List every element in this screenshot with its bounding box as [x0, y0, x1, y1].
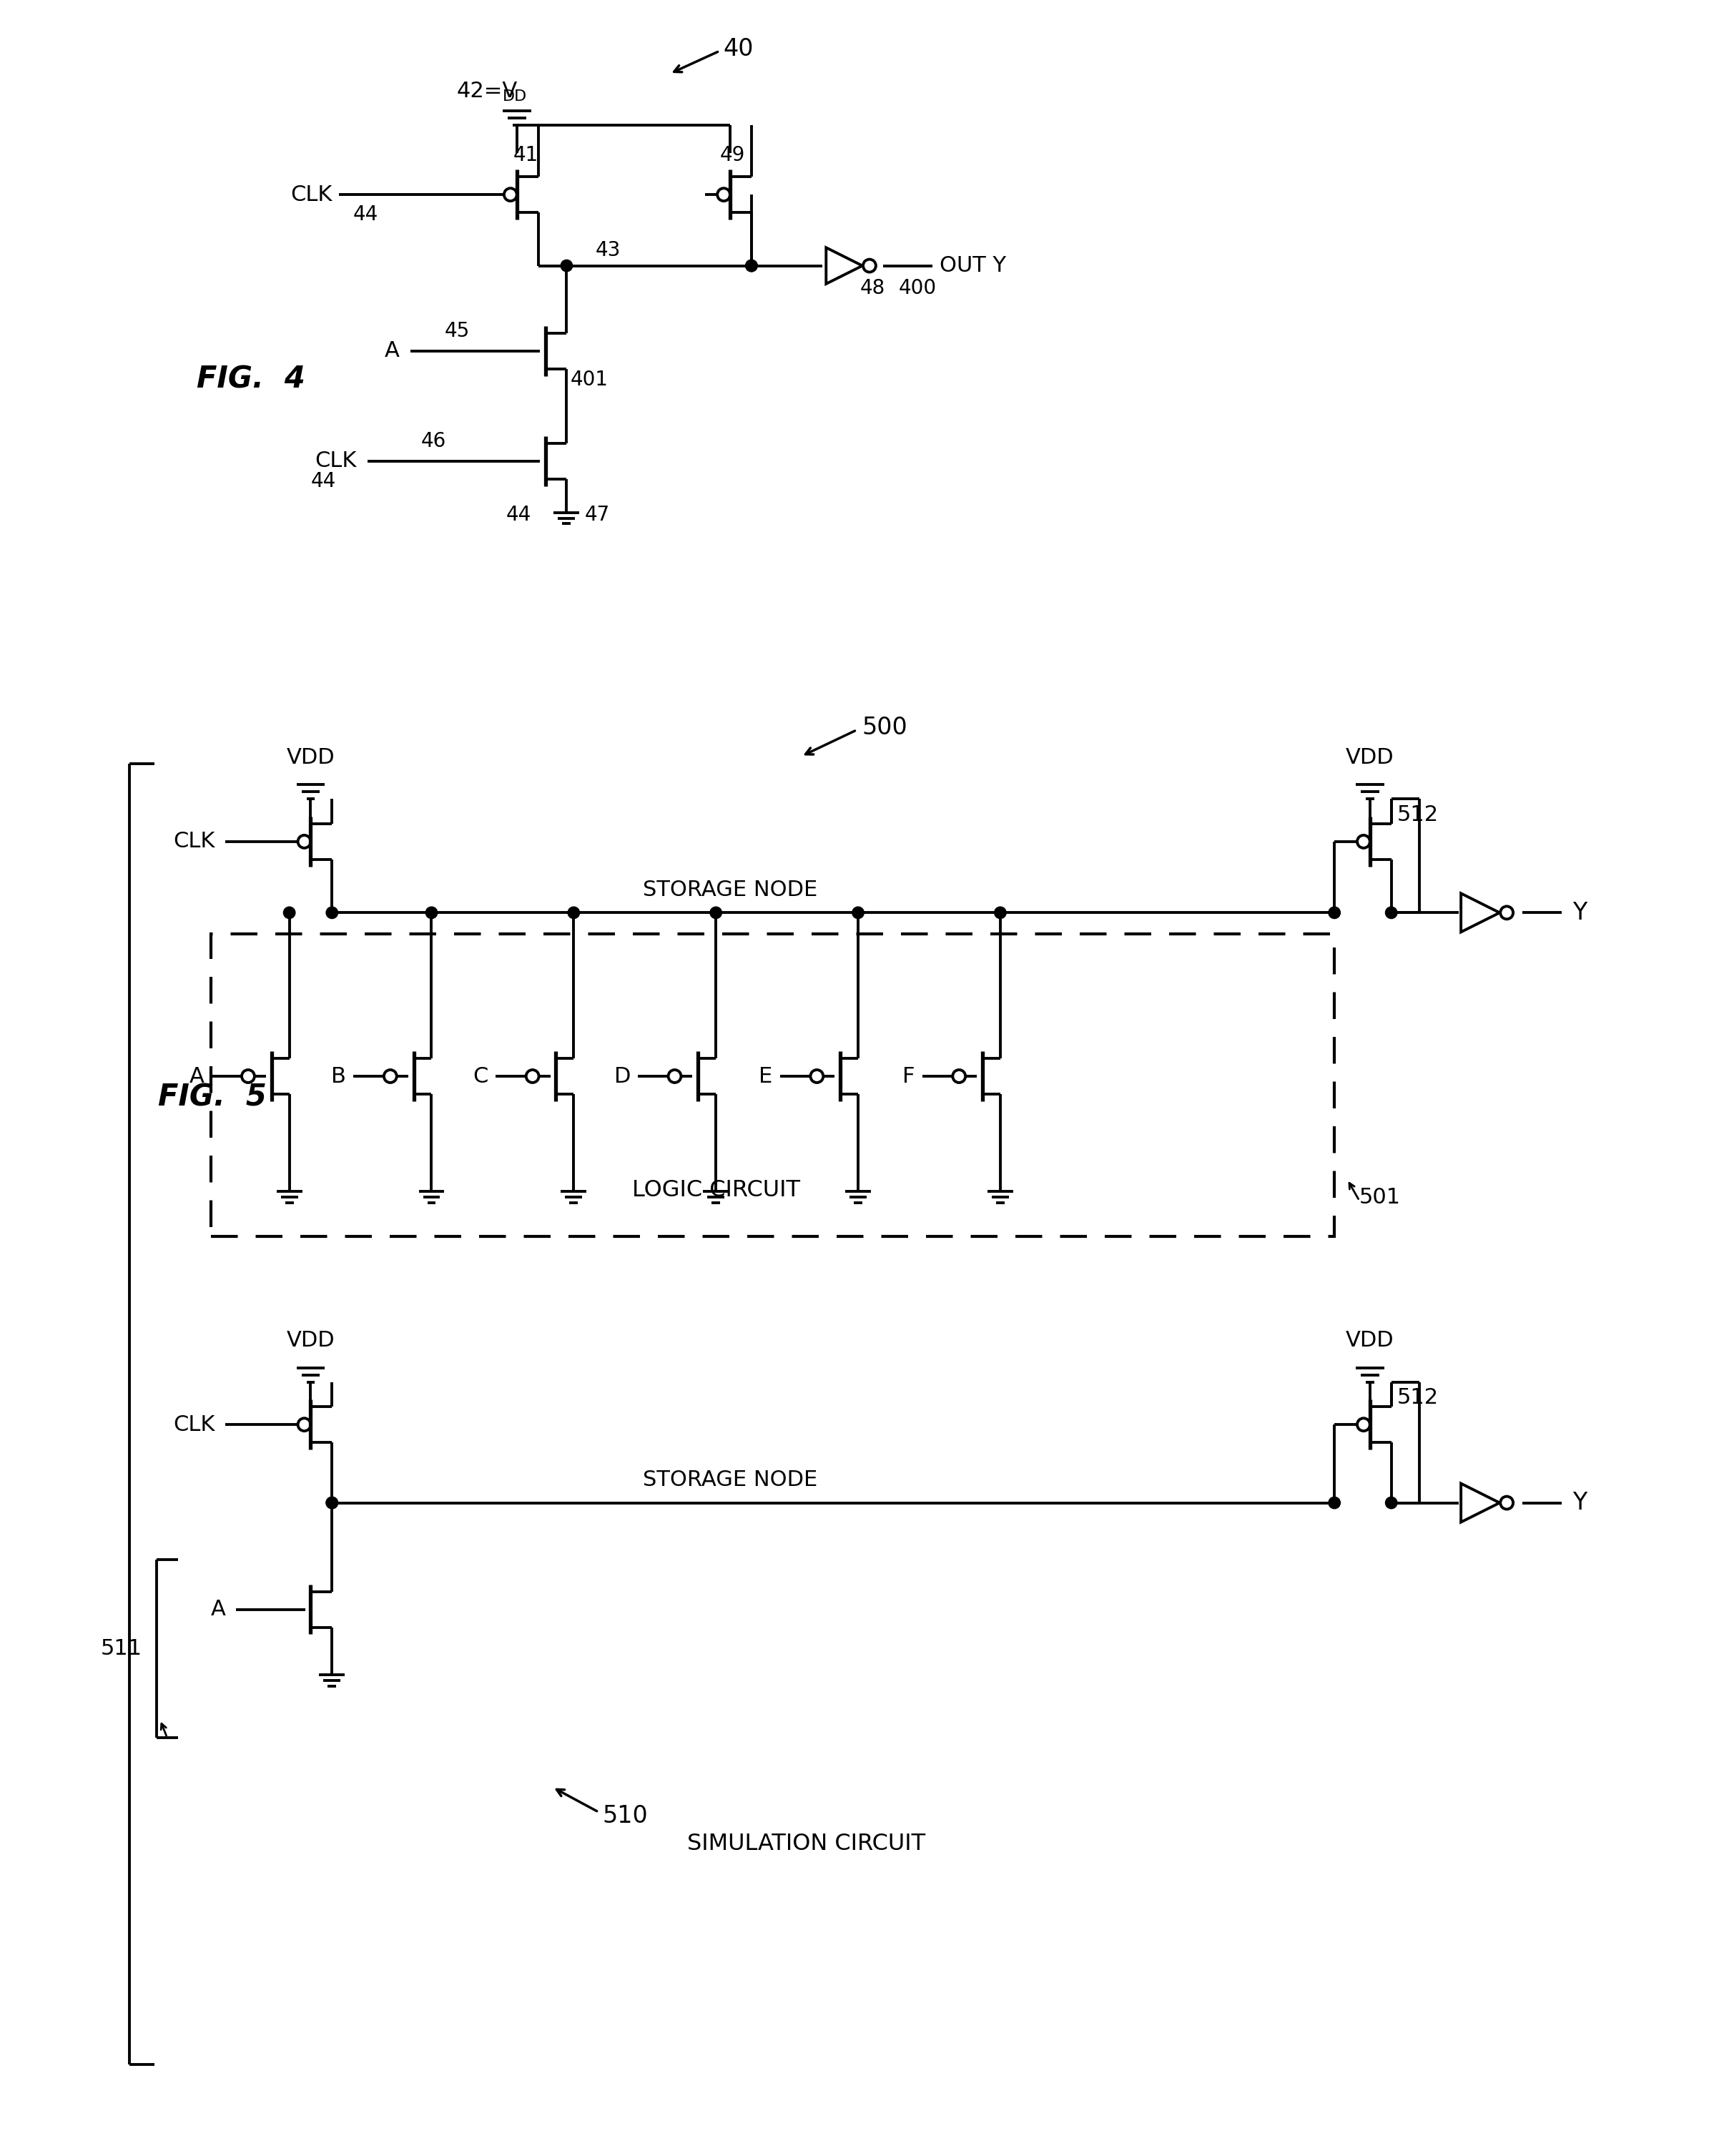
Text: 512: 512: [1396, 1386, 1438, 1408]
Bar: [210, 934, 1334, 1235]
Circle shape: [328, 908, 336, 918]
Text: VDD: VDD: [286, 748, 334, 768]
Text: 401: 401: [571, 369, 609, 390]
Text: D: D: [614, 1065, 631, 1087]
Circle shape: [284, 908, 295, 918]
Text: 49: 49: [719, 144, 745, 166]
Circle shape: [1329, 1498, 1340, 1507]
Text: 44: 44: [505, 505, 531, 524]
Text: E: E: [759, 1065, 772, 1087]
Circle shape: [746, 261, 757, 272]
Circle shape: [328, 1498, 336, 1507]
Text: DD: DD: [503, 88, 528, 103]
Circle shape: [384, 1069, 397, 1082]
Text: 400: 400: [898, 278, 936, 298]
Circle shape: [328, 1498, 336, 1507]
Text: 44: 44: [353, 205, 379, 224]
Text: B: B: [331, 1065, 347, 1087]
Text: CLK: CLK: [315, 451, 357, 472]
Circle shape: [1500, 906, 1514, 918]
Text: 43: 43: [595, 239, 621, 261]
Circle shape: [241, 1069, 255, 1082]
Text: STORAGE NODE: STORAGE NODE: [643, 880, 817, 901]
Text: 44: 44: [310, 472, 336, 492]
Text: F: F: [902, 1065, 915, 1087]
Circle shape: [853, 908, 864, 918]
Circle shape: [569, 908, 579, 918]
Text: 500: 500: [862, 716, 907, 740]
Text: A: A: [190, 1065, 203, 1087]
Text: 501: 501: [1359, 1186, 1402, 1207]
Circle shape: [1329, 908, 1340, 918]
Text: SIMULATION CIRCUIT: SIMULATION CIRCUIT: [688, 1833, 926, 1854]
Text: A: A: [210, 1600, 226, 1619]
Text: 46: 46: [421, 431, 447, 451]
Circle shape: [298, 834, 310, 847]
Circle shape: [1357, 834, 1371, 847]
Text: CLK: CLK: [172, 832, 216, 852]
Circle shape: [426, 908, 436, 918]
Circle shape: [1357, 1419, 1371, 1432]
Text: 41: 41: [514, 144, 538, 166]
Circle shape: [526, 1069, 540, 1082]
Text: 48: 48: [860, 278, 886, 298]
Text: Y: Y: [1572, 901, 1588, 925]
Text: C: C: [472, 1065, 488, 1087]
Circle shape: [1500, 1496, 1514, 1509]
Text: 512: 512: [1396, 804, 1438, 826]
Circle shape: [298, 1419, 310, 1432]
Text: VDD: VDD: [286, 1330, 334, 1352]
Circle shape: [1386, 908, 1396, 918]
Circle shape: [669, 1069, 681, 1082]
Text: 40: 40: [722, 37, 753, 60]
Circle shape: [746, 261, 757, 272]
Circle shape: [562, 261, 572, 272]
Circle shape: [864, 259, 876, 272]
Circle shape: [710, 908, 721, 918]
Text: A: A: [384, 341, 400, 362]
Text: VDD: VDD: [1346, 748, 1395, 768]
Text: OUT Y: OUT Y: [940, 254, 1007, 276]
Text: 45: 45: [445, 321, 469, 341]
Text: 511: 511: [100, 1639, 141, 1658]
Text: CLK: CLK: [290, 183, 333, 205]
Text: 42=V: 42=V: [457, 82, 517, 101]
Circle shape: [810, 1069, 824, 1082]
Text: VDD: VDD: [1346, 1330, 1395, 1352]
Circle shape: [953, 1069, 965, 1082]
Text: STORAGE NODE: STORAGE NODE: [643, 1470, 817, 1490]
Circle shape: [995, 908, 1005, 918]
Text: 510: 510: [602, 1805, 648, 1828]
Text: Y: Y: [1572, 1492, 1588, 1516]
Circle shape: [717, 188, 731, 201]
Text: CLK: CLK: [172, 1414, 216, 1436]
Text: FIG.  4: FIG. 4: [197, 364, 305, 395]
Text: 47: 47: [584, 505, 610, 524]
Text: FIG.  5: FIG. 5: [159, 1082, 267, 1112]
Circle shape: [503, 188, 517, 201]
Text: LOGIC CIRCUIT: LOGIC CIRCUIT: [633, 1179, 800, 1201]
Circle shape: [1386, 1498, 1396, 1507]
